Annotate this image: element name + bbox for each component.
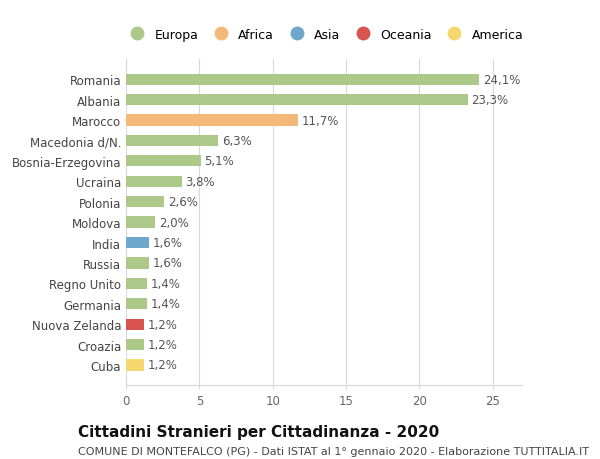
Text: 1,2%: 1,2%	[147, 358, 177, 372]
Text: 1,6%: 1,6%	[153, 257, 183, 270]
Bar	[126, 196, 164, 208]
Bar	[126, 95, 468, 106]
Bar	[126, 237, 149, 249]
Text: 1,2%: 1,2%	[147, 338, 177, 351]
Text: 2,0%: 2,0%	[159, 216, 189, 229]
Bar	[126, 74, 479, 86]
Bar	[126, 217, 155, 228]
Bar	[126, 298, 146, 310]
Text: 11,7%: 11,7%	[301, 114, 338, 127]
Text: 5,1%: 5,1%	[205, 155, 234, 168]
Bar	[126, 258, 149, 269]
Bar	[126, 319, 143, 330]
Text: 1,2%: 1,2%	[147, 318, 177, 331]
Bar	[126, 359, 143, 371]
Bar	[126, 339, 143, 350]
Text: 3,8%: 3,8%	[185, 175, 215, 188]
Text: 6,3%: 6,3%	[222, 134, 252, 148]
Text: 23,3%: 23,3%	[472, 94, 509, 107]
Text: COMUNE DI MONTEFALCO (PG) - Dati ISTAT al 1° gennaio 2020 - Elaborazione TUTTITA: COMUNE DI MONTEFALCO (PG) - Dati ISTAT a…	[78, 446, 589, 456]
Text: 1,4%: 1,4%	[150, 297, 180, 311]
Bar	[126, 278, 146, 289]
Text: 1,6%: 1,6%	[153, 236, 183, 249]
Text: 1,4%: 1,4%	[150, 277, 180, 290]
Bar	[126, 176, 182, 187]
Text: 2,6%: 2,6%	[168, 196, 197, 209]
Text: Cittadini Stranieri per Cittadinanza - 2020: Cittadini Stranieri per Cittadinanza - 2…	[78, 425, 439, 440]
Bar	[126, 135, 218, 147]
Bar	[126, 156, 201, 167]
Legend: Europa, Africa, Asia, Oceania, America: Europa, Africa, Asia, Oceania, America	[119, 23, 529, 46]
Bar	[126, 115, 298, 126]
Text: 24,1%: 24,1%	[483, 73, 521, 87]
